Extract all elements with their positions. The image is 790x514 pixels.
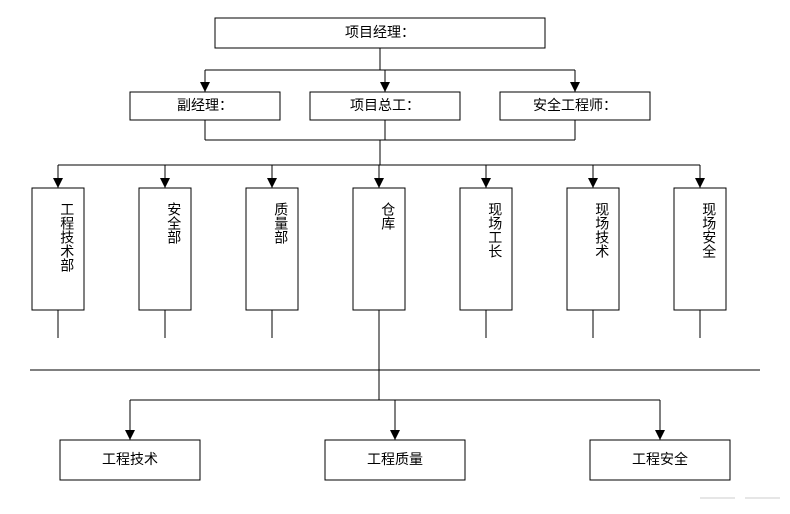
node-foreman-label: 现场工长 (486, 202, 502, 258)
arrow-head-down (695, 178, 705, 188)
arrow-head-down (374, 178, 384, 188)
node-safetyEng-label: 安全工程师： (533, 97, 617, 114)
arrow-head-down (390, 430, 400, 440)
node-deputy-label: 副经理： (177, 98, 233, 114)
arrow-head-down (53, 178, 63, 188)
arrow-head-down (125, 430, 135, 440)
node-chief-label: 项目总工： (350, 98, 420, 114)
arrow-head-down (655, 430, 665, 440)
node-siteSafety-label: 现场安全 (700, 202, 716, 258)
arrow-head-down (570, 82, 580, 92)
arrow-head-down (200, 82, 210, 92)
node-projSafety-label: 工程安全 (632, 451, 688, 468)
node-engTech-label: 工程技术部 (58, 202, 74, 272)
node-projQuality-label: 工程质量 (367, 452, 423, 468)
arrow-head-down (380, 82, 390, 92)
node-siteTech-label: 现场技术 (593, 202, 609, 258)
node-projTech-label: 工程技术 (102, 452, 158, 468)
node-safetyDept-label: 安全部 (165, 202, 181, 244)
arrow-head-down (588, 178, 598, 188)
node-warehouse-label: 仓库 (379, 202, 395, 231)
node-project-manager-label: 项目经理： (345, 25, 415, 41)
arrow-head-down (160, 178, 170, 188)
arrow-head-down (481, 178, 491, 188)
arrow-head-down (267, 178, 277, 188)
node-quality-label: 质量部 (272, 202, 288, 244)
